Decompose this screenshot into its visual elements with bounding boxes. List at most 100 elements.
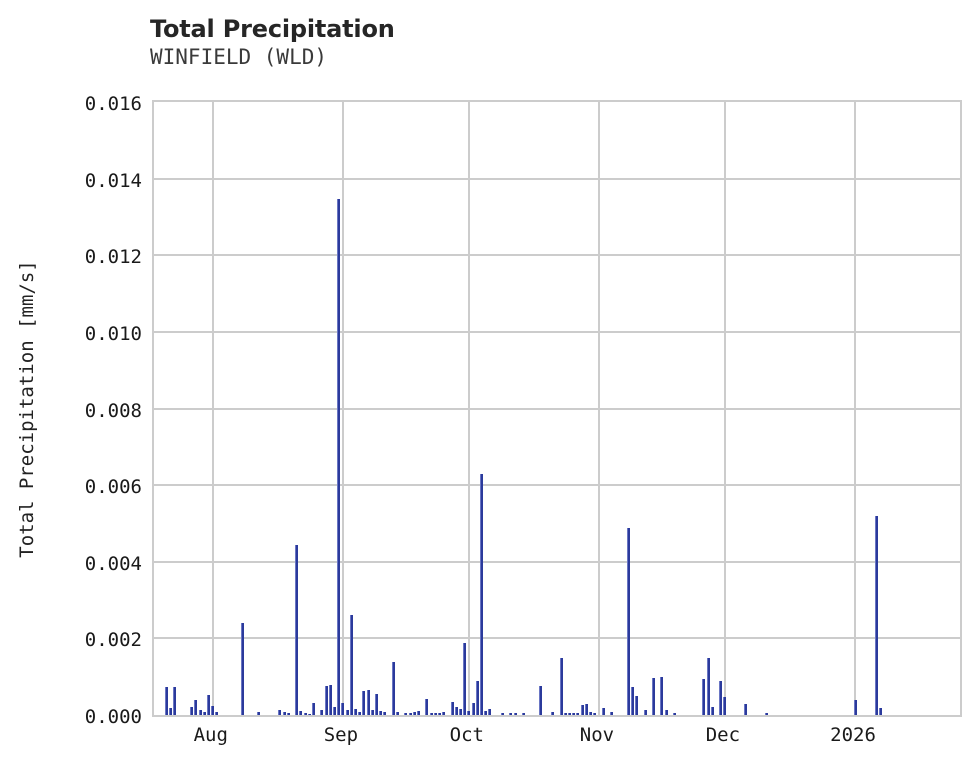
bar [416,710,420,715]
page-title: Total Precipitation [150,15,395,43]
y-axis-tick-label: 0.006 [84,476,142,499]
bar [207,695,211,715]
bar [467,710,471,715]
bar [408,713,412,715]
y-axis-tick-label: 0.010 [84,322,142,345]
bar [572,712,576,715]
bar [538,685,542,715]
bar [324,685,328,715]
bar [307,713,311,715]
bar [479,474,483,715]
bar [345,709,349,715]
bar [878,708,882,715]
bar [589,711,593,715]
x-axis-tick-label: Oct [449,724,485,746]
bar [358,711,362,715]
bar [874,516,878,715]
title-block: Total Precipitation WINFIELD (WLD) [150,14,850,70]
bar [169,708,173,715]
bar [593,712,597,715]
bar [673,712,677,715]
bar [513,712,517,715]
grid-line-horizontal [154,254,960,257]
bar [362,691,366,715]
bar [484,711,488,715]
grid-line-vertical [597,102,600,715]
bar [303,713,307,715]
bar [383,711,387,715]
bar [488,708,492,715]
bar [395,712,399,715]
bar [194,700,198,715]
bar [429,712,433,715]
y-axis-tick-label: 0.008 [84,399,142,422]
grid-line-horizontal [154,484,960,487]
bar [202,711,206,715]
grid-line-horizontal [154,407,960,410]
grid-line-vertical [467,102,470,715]
bar [500,713,504,715]
bar [391,662,395,715]
bar [551,711,555,715]
grid-line-vertical [341,102,344,715]
bar [337,198,341,715]
y-axis-tick-label: 0.002 [84,629,142,652]
bar [652,677,656,715]
bar [437,713,441,715]
bar [412,711,416,715]
bar [580,705,584,715]
bar [664,709,668,715]
bar [702,678,706,715]
x-axis-tick-label: Aug [193,724,228,746]
bar [765,713,769,715]
bar [559,657,563,715]
bar [635,695,639,715]
bar [601,708,605,715]
plot-area [152,100,962,717]
bar [626,528,630,715]
bar [719,680,723,715]
bar [568,713,572,715]
bar [190,706,194,715]
grid-line-horizontal [154,637,960,640]
x-axis-tick-label: Dec [705,724,741,746]
bar [349,614,353,715]
chart-subtitle: WINFIELD (WLD) [150,45,328,69]
bar [328,684,332,715]
bar [631,687,635,715]
bar [215,712,219,715]
bar [521,713,525,715]
bar [710,707,714,715]
grid-line-vertical [211,102,214,715]
bar [454,706,458,715]
bar [312,702,316,715]
bar [563,712,567,715]
bar [576,713,580,715]
bar [458,708,462,715]
x-axis-tick-label: Sep [323,724,359,746]
x-axis-tick-label: 2026 [830,724,876,746]
y-axis-tick-label: 0.012 [84,246,142,269]
y-axis-tick-label: 0.016 [84,93,142,115]
grid-line-vertical [854,102,857,715]
bar [320,710,324,715]
bar [450,702,454,715]
grid-line-horizontal [154,330,960,333]
bar [374,693,378,715]
grid-line-horizontal [154,177,960,180]
bar [370,710,374,715]
bar [198,709,202,715]
bar [584,703,588,715]
bar [240,623,244,715]
bar [463,642,467,715]
grid-lines [154,102,960,715]
bar [341,702,345,715]
bar [257,712,261,715]
y-axis-tick-label: 0.000 [84,706,142,728]
bar [379,711,383,715]
bar [723,697,727,715]
grid-line-horizontal [154,560,960,563]
y-axis-tick-labels: 0.000 0.002 0.004 0.006 0.008 0.010 0.012 0.014… [0,93,142,728]
bar [282,711,286,715]
